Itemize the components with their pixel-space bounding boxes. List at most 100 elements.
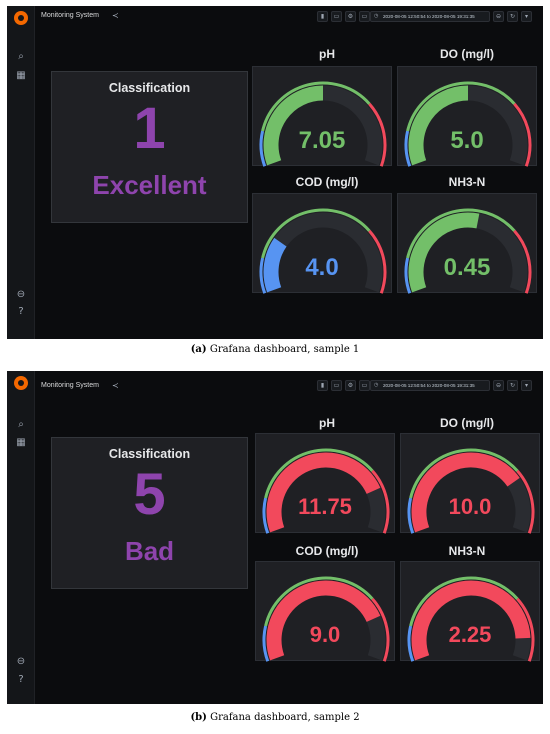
add-panel-icon[interactable]: ▮: [317, 380, 328, 391]
gauge-value: 9.0: [309, 622, 341, 647]
dashboard-sample-2: ⌕ ▦ ⊖ ? Monitoring System ≺ ▮ ▭ ⚙ ▭ ◷ 20…: [7, 371, 543, 704]
gauge-value: 7.05: [298, 127, 346, 154]
classification-label: Bad: [124, 536, 175, 566]
gauge-title-cod: COD (mg/l): [295, 175, 359, 189]
tv-mode-icon[interactable]: ▭: [359, 11, 370, 22]
refresh-icon[interactable]: ↻: [507, 380, 518, 391]
caption-label: (a): [190, 344, 207, 355]
threshold-high-segment: [516, 469, 535, 534]
top-bar: Monitoring System ≺ ▮ ▭ ⚙ ▭ ◷ 2020-08-05…: [35, 371, 543, 393]
threshold-high-segment: [368, 229, 387, 294]
classification-number: 5: [133, 462, 166, 527]
gauge-value: 0.45: [443, 254, 491, 281]
gauge-do: 5.0: [397, 66, 537, 167]
gauge-arc: [407, 576, 535, 662]
time-range-text: 2020-08-05 12:50:54 to 2020-08-05 19:31:…: [383, 383, 475, 388]
threshold-low-segment: [259, 130, 267, 167]
classification-label: Excellent: [92, 170, 207, 200]
gauge-fill: [408, 212, 480, 293]
refresh-icon[interactable]: ↻: [507, 11, 518, 22]
settings-gear-icon[interactable]: ⚙: [345, 11, 356, 22]
caption-label: (b): [190, 712, 207, 723]
dashboards-grid-icon[interactable]: ▦: [16, 70, 26, 81]
save-icon[interactable]: ▭: [331, 11, 342, 22]
share-icon[interactable]: ≺: [112, 11, 119, 20]
threshold-normal-segment: [406, 208, 516, 259]
dashboard-title[interactable]: Monitoring System: [41, 382, 99, 389]
gauge-do: 10.0: [400, 433, 540, 534]
dashboard-sample-1: ⌕ ▦ ⊖ ? Monitoring System ≺ ▮ ▭ ⚙ ▭ ◷ 20…: [7, 6, 543, 339]
gauge-nh3n: 2.25: [400, 561, 540, 662]
threshold-low-segment: [404, 257, 412, 294]
gauge-arc: [404, 81, 532, 167]
threshold-low-segment: [407, 497, 415, 534]
search-icon[interactable]: ⌕: [18, 419, 24, 430]
gauge-arc: [407, 448, 535, 534]
gauge-value: 2.25: [448, 622, 492, 647]
add-panel-icon[interactable]: ▮: [317, 11, 328, 22]
tv-mode-icon[interactable]: ▭: [359, 380, 370, 391]
gauge-fill: [408, 85, 469, 166]
zoom-out-icon[interactable]: ⊖: [493, 380, 504, 391]
grafana-logo-icon[interactable]: [14, 376, 28, 390]
gauge-arc: [259, 208, 387, 294]
gauge-arc: [259, 81, 387, 167]
search-icon[interactable]: ⌕: [18, 51, 24, 62]
threshold-low-segment: [259, 257, 267, 294]
save-icon[interactable]: ▭: [331, 380, 342, 391]
dashboard-title[interactable]: Monitoring System: [41, 12, 99, 19]
grafana-logo-icon[interactable]: [14, 11, 28, 25]
gauge-value: 4.0: [305, 254, 339, 281]
gauge-arc: [404, 208, 532, 294]
threshold-normal-segment: [261, 208, 371, 259]
threshold-high-segment: [513, 229, 532, 294]
gauge-fill: [266, 580, 381, 661]
gauge-title-cod: COD (mg/l): [295, 544, 359, 558]
caption-text: Grafana dashboard, sample 2: [210, 712, 360, 723]
threshold-high-segment: [513, 102, 532, 167]
gauge-fill: [263, 237, 287, 293]
threshold-high-segment: [371, 597, 390, 662]
help-icon[interactable]: ?: [18, 306, 24, 317]
gauge-fill: [266, 452, 381, 533]
gauge-ph: 11.75: [255, 433, 395, 534]
gauge-value: 11.75: [298, 494, 352, 519]
zoom-out-icon[interactable]: ⊖: [493, 11, 504, 22]
refresh-interval-dropdown[interactable]: ▾: [521, 380, 532, 391]
threshold-high-segment: [516, 597, 535, 662]
threshold-normal-segment: [264, 576, 374, 627]
threshold-high-segment: [368, 102, 387, 167]
classification-number: 1: [133, 96, 166, 161]
gauge-arc: [262, 448, 390, 534]
settings-gear-icon[interactable]: ⚙: [345, 380, 356, 391]
threshold-low-segment: [262, 625, 270, 662]
threshold-normal-segment: [409, 448, 519, 499]
gauge-title-nh3n: NH3-N: [448, 544, 486, 558]
classification-panel: Classification 5 Bad: [51, 437, 248, 589]
threshold-high-segment: [371, 469, 390, 534]
sign-in-icon[interactable]: ⊖: [16, 656, 26, 667]
help-icon[interactable]: ?: [18, 674, 24, 685]
sign-in-icon[interactable]: ⊖: [16, 289, 26, 300]
classification-panel: Classification 1 Excellent: [51, 71, 248, 223]
threshold-low-segment: [262, 497, 270, 534]
time-range-text: 2020-08-05 12:50:54 to 2020-08-05 19:31:…: [383, 14, 475, 19]
gauge-nh3n: 0.45: [397, 193, 537, 294]
gauge-value: 5.0: [450, 127, 484, 154]
classification-title: Classification: [108, 81, 191, 95]
time-range-picker[interactable]: ◷ 2020-08-05 12:50:54 to 2020-08-05 19:3…: [370, 11, 490, 22]
threshold-low-segment: [404, 130, 412, 167]
dashboards-grid-icon[interactable]: ▦: [16, 437, 26, 448]
refresh-interval-dropdown[interactable]: ▾: [521, 11, 532, 22]
threshold-low-segment: [407, 625, 415, 662]
caption-a: (a) Grafana dashboard, sample 1: [0, 344, 550, 355]
share-icon[interactable]: ≺: [112, 381, 119, 390]
gauge-fill: [263, 85, 324, 166]
gauge-value: 10.0: [448, 494, 492, 519]
time-range-picker[interactable]: ◷ 2020-08-05 12:50:54 to 2020-08-05 19:3…: [370, 380, 490, 391]
gauge-fill: [411, 580, 531, 661]
caption-text: Grafana dashboard, sample 1: [209, 344, 360, 355]
sidebar: ⌕ ▦ ⊖ ?: [7, 6, 35, 339]
gauge-arc: [262, 576, 390, 662]
top-bar: Monitoring System ≺ ▮ ▭ ⚙ ▭ ◷ 2020-08-05…: [35, 6, 543, 28]
